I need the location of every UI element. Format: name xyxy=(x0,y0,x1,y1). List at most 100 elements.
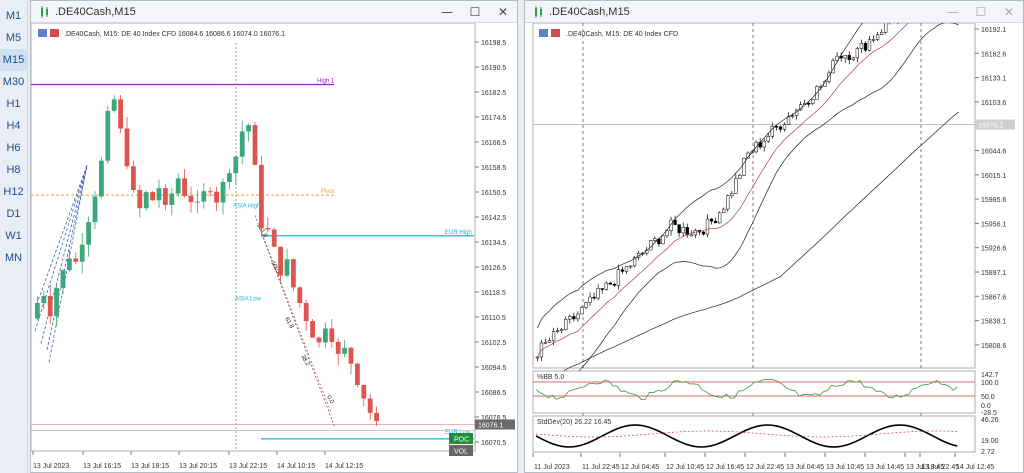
candle-body xyxy=(310,321,315,338)
time-tick-label: 13 Jul 18:15 xyxy=(131,463,169,470)
timeframe-h6[interactable]: H6 xyxy=(6,142,21,154)
candle-body xyxy=(259,164,264,229)
price-tick-label: 16150.5 xyxy=(481,190,506,197)
maximize-icon[interactable]: ☐ xyxy=(469,4,481,19)
right-chart-window[interactable]: .DE40Cash,M15 — ☐ ✕ .DE40Cash, M15: DE 4… xyxy=(524,0,1024,473)
chart-close-icon[interactable] xyxy=(551,29,560,37)
candle-body xyxy=(551,331,556,341)
timeframe-m15[interactable]: M15 xyxy=(0,49,27,71)
price-tick-label: 16070.5 xyxy=(481,440,506,447)
candle-body xyxy=(35,303,40,319)
candle-body xyxy=(143,192,149,209)
candle-body xyxy=(722,208,726,214)
chart-grid-icon[interactable] xyxy=(539,29,548,37)
timeframe-h4[interactable]: H4 xyxy=(6,120,21,132)
candle-body xyxy=(665,230,669,237)
candle-body xyxy=(718,212,722,224)
candle-body xyxy=(600,288,604,290)
timeframe-m1[interactable]: M1 xyxy=(5,10,22,22)
time-tick-label: 12 Jul 10:45 xyxy=(666,464,704,471)
price-tick-label: 16198.5 xyxy=(481,40,506,47)
price-tick-label: 15985.6 xyxy=(981,197,1006,204)
close-icon[interactable]: ✕ xyxy=(497,4,509,19)
left-price-chart[interactable]: .DE40Cash, M15: DE 40 Index CFD 16084.6 … xyxy=(31,23,517,473)
poc-button[interactable] xyxy=(449,433,473,444)
timeframe-w1[interactable]: W1 xyxy=(5,230,22,242)
candle-body xyxy=(774,126,778,128)
chart-info-text: .DE40Cash, M15: DE 40 Index CFD xyxy=(566,31,678,38)
candle-body xyxy=(713,220,718,224)
candle-body xyxy=(182,178,187,197)
timeframe-h1[interactable]: H1 xyxy=(6,98,21,110)
timeframe-h12[interactable]: H12 xyxy=(3,186,24,198)
price-tick-label: 16015.1 xyxy=(981,173,1006,180)
candle-body xyxy=(361,384,367,399)
candle-body xyxy=(596,288,600,299)
candle-body xyxy=(616,269,621,286)
close-icon[interactable]: ✕ xyxy=(1003,4,1015,19)
candle-body xyxy=(284,259,290,276)
timeframe-list: M1 M5 M15 M30 H1 H4 H6 H8 H12 D1 W1 MN xyxy=(0,5,27,269)
price-tick-label: 15926.6 xyxy=(981,246,1006,253)
time-tick-label: 13 Jul 22:15 xyxy=(229,463,267,470)
fib-level-label: 38.2 xyxy=(299,354,310,368)
left-window-title: .DE40Cash,M15 xyxy=(55,5,136,18)
candle-body xyxy=(73,258,79,262)
right-price-chart[interactable]: .DE40Cash, M15: DE 40 Index CFD 16192.1 16… xyxy=(525,23,1023,473)
candle-body xyxy=(867,39,872,51)
timeframe-h8[interactable]: H8 xyxy=(6,164,21,176)
candle-body xyxy=(99,160,104,197)
fib-level-label: 0.0 xyxy=(325,395,335,406)
stddev-scale: 46.26 xyxy=(981,417,999,424)
candle-body xyxy=(669,219,673,232)
price-tick-label: 16174.5 xyxy=(481,115,506,122)
price-tick-label: 15867.6 xyxy=(981,294,1006,301)
maximize-icon[interactable]: ☐ xyxy=(975,4,987,19)
timeframe-m5[interactable]: M5 xyxy=(5,32,22,44)
bollinger-lower xyxy=(537,23,959,387)
percent-bb-scale: -28.5 xyxy=(981,410,997,417)
candle-body xyxy=(778,126,783,130)
current-price-label: 16076.1 xyxy=(478,423,503,430)
candle-body xyxy=(271,229,277,247)
candle-body xyxy=(175,178,181,194)
minimize-icon[interactable]: — xyxy=(947,4,959,19)
candle-body xyxy=(653,238,657,241)
candle-body xyxy=(685,227,689,236)
timeframe-d1[interactable]: D1 xyxy=(6,208,21,220)
time-tick-label: 13 Jul 20:15 xyxy=(179,463,217,470)
candle-body xyxy=(649,240,653,251)
timeframe-mn[interactable]: MN xyxy=(4,252,23,264)
time-tick-label: 13 Jul 2023 xyxy=(33,463,69,470)
candle-body xyxy=(620,269,625,272)
candle-body xyxy=(131,166,136,190)
candle-body xyxy=(875,34,880,40)
left-chart-window[interactable]: .DE40Cash,M15 — ☐ ✕ .DE40Cash, M15: DE 4… xyxy=(30,0,518,473)
candle-body xyxy=(762,140,766,148)
eur-high-label: EUR High xyxy=(445,230,472,236)
candle-body xyxy=(367,398,373,413)
candle-body xyxy=(855,48,860,59)
percent-bb-label: %BB 5.0 xyxy=(537,374,564,381)
time-tick-label: 13 Jul 22:45 xyxy=(921,464,959,471)
candle-body xyxy=(92,196,98,223)
candle-body xyxy=(726,195,730,210)
candle-body xyxy=(278,246,283,276)
candle-body xyxy=(355,363,360,385)
candle-body xyxy=(851,57,855,60)
time-tick-label: 13 Jul 10:45 xyxy=(826,464,864,471)
right-window-titlebar[interactable]: .DE40Cash,M15 — ☐ ✕ xyxy=(525,1,1023,23)
time-tick-label: 11 Jul 22:45 xyxy=(582,464,620,471)
candle-body xyxy=(564,318,568,330)
chart-close-icon[interactable] xyxy=(50,29,59,37)
candle-body xyxy=(329,328,335,342)
minimize-icon[interactable]: — xyxy=(441,4,453,19)
percent-bb-scale: 50.0 xyxy=(981,394,995,401)
price-tick-label: 16103.6 xyxy=(981,100,1006,107)
chart-grid-icon[interactable] xyxy=(38,29,47,37)
timeframe-m30[interactable]: M30 xyxy=(2,76,25,88)
vol-button[interactable] xyxy=(449,445,473,456)
candle-body xyxy=(880,32,884,35)
left-window-titlebar[interactable]: .DE40Cash,M15 — ☐ ✕ xyxy=(31,1,517,23)
chart-window-icon xyxy=(535,5,542,18)
